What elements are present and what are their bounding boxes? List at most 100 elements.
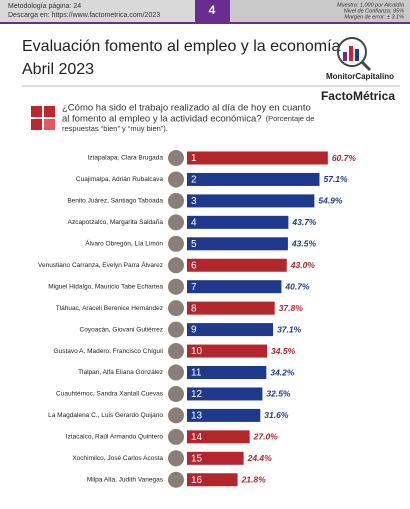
photo — [167, 427, 185, 446]
chart-subtitle: Abril 2023 — [22, 61, 94, 78]
bar — [187, 301, 275, 315]
category-label: Álvaro Obregón, Lía Limón — [85, 239, 163, 248]
bar — [187, 387, 263, 401]
category-label: Azcapotzalco, Margarita Saldaña — [68, 219, 164, 226]
category-label: Miguel Hidalgo, Mauricio Tabe Echartea — [48, 283, 163, 290]
photo — [167, 191, 185, 210]
bar — [187, 408, 261, 422]
brand: FactoMétrica — [321, 89, 395, 103]
header-left — [0, 0, 195, 22]
photo — [167, 320, 185, 339]
bar — [187, 323, 274, 337]
bar — [187, 151, 328, 165]
question-note: respuestas “bien” y “muy bien”). — [62, 124, 168, 133]
photo — [167, 170, 185, 189]
header-rule — [0, 22, 410, 24]
value-label: 32.5% — [266, 389, 291, 399]
value-label: 37.1% — [277, 324, 302, 334]
question-line: ¿Cómo ha sido el trabajo realizado al dí… — [62, 103, 311, 114]
bar — [187, 280, 282, 294]
category-label: Xochimilco, José Carlos Acosta — [72, 455, 163, 462]
photo — [167, 256, 185, 275]
bar — [187, 258, 287, 272]
value-label: 40.7% — [284, 281, 310, 291]
question-line: al fomento al empleo y la actividad econ… — [62, 114, 262, 125]
bar — [187, 366, 267, 379]
category-label: La Magdalena C., Luis Gerardo Quijano — [48, 412, 163, 419]
category-label: Cuauhtémoc, Sandra Xantall Cuevas — [56, 391, 164, 398]
page-number: 4 — [209, 3, 216, 17]
photo — [167, 234, 185, 253]
value-label: 21.8% — [241, 475, 267, 485]
header-page-box — [195, 0, 230, 22]
value-label: 31.6% — [264, 410, 289, 420]
bar — [187, 344, 268, 358]
rank-label: 7 — [191, 282, 197, 293]
bar — [187, 451, 244, 465]
value-label: 27.0% — [253, 432, 279, 442]
category-label: Coyoacán, Giovani Gutiérrez — [80, 326, 163, 333]
value-label: 34.5% — [271, 346, 296, 356]
category-label: Venustiano Carranza, Evelyn Parra Álvare… — [38, 260, 163, 269]
photo — [167, 363, 185, 382]
download-link[interactable]: Descarga en: https://www.factometrica.co… — [8, 12, 160, 19]
rank-label: 14 — [191, 432, 203, 443]
rank-label: 11 — [191, 368, 202, 379]
sample: Muestra: 1,000 por Alcaldía — [337, 2, 404, 8]
rank-label: 5 — [191, 239, 197, 250]
rank-label: 13 — [191, 411, 203, 422]
rank-label: 1 — [191, 153, 197, 164]
rank-label: 16 — [191, 475, 203, 486]
category-label: Milpa Alta, Judith Vanegas — [87, 476, 164, 483]
photo — [167, 384, 185, 403]
puzzle-icon — [31, 106, 55, 130]
category-label: Benito Juárez, Santiago Taboada — [67, 198, 163, 205]
rank-label: 4 — [191, 217, 197, 228]
methodology: Metodología página: 24 — [8, 3, 81, 10]
confidence: Nivel de Confianza: 95% — [344, 8, 404, 14]
bar — [187, 215, 289, 229]
category-label: Iztapalapa, Clara Brugada — [87, 155, 163, 162]
category-label: Gustavo A. Madero, Francisco Chíguil — [54, 348, 164, 355]
bar — [187, 172, 320, 186]
rank-label: 12 — [191, 389, 203, 400]
logo-icon — [337, 37, 372, 72]
photo — [167, 342, 185, 361]
category-label: Iztacalco, Raúl Armando Quintero — [66, 434, 164, 441]
photo — [167, 470, 185, 489]
photo — [167, 213, 185, 232]
chart-title: Evaluación fomento al empleo y la econom… — [22, 38, 341, 55]
photo — [167, 449, 185, 468]
error-margin: Margen de error: ± 3.1% — [344, 14, 404, 20]
value-label: 43.7% — [291, 217, 317, 227]
logo-text: MonitorCapitalino — [326, 72, 394, 81]
question-note: (Porcentaje de — [266, 114, 315, 123]
bar — [187, 237, 288, 251]
category-label: Tláhuac, Araceli Berenice Hernández — [56, 305, 163, 312]
category-label: Cuajimalpa, Adrián Rubalcava — [76, 176, 163, 183]
value-label: 57.1% — [323, 174, 348, 184]
value-label: 37.8% — [279, 303, 304, 313]
value-label: 60.7% — [332, 153, 357, 163]
rank-label: 3 — [191, 196, 197, 207]
rank-label: 6 — [191, 260, 197, 271]
value-label: 24.4% — [247, 453, 273, 463]
bars: Iztapalapa, Clara Brugada 1 60.7% Cuajimalp… — [38, 149, 357, 489]
photo — [167, 299, 185, 318]
value-label: 54.9% — [318, 196, 343, 206]
category-label: Tlalpan, Alfa Eliana González — [78, 369, 163, 376]
rank-label: 15 — [191, 453, 203, 464]
value-label: 43.5% — [291, 239, 317, 249]
bar — [187, 430, 250, 444]
value-label: 43.0% — [290, 260, 316, 270]
rank-label: 2 — [191, 175, 197, 186]
bar — [187, 194, 315, 208]
photo — [167, 149, 185, 167]
rank-label: 9 — [191, 325, 197, 336]
rank-label: 8 — [191, 303, 197, 314]
bar — [187, 473, 238, 487]
rank-label: 10 — [191, 346, 203, 357]
value-label: 34.2% — [270, 367, 295, 377]
